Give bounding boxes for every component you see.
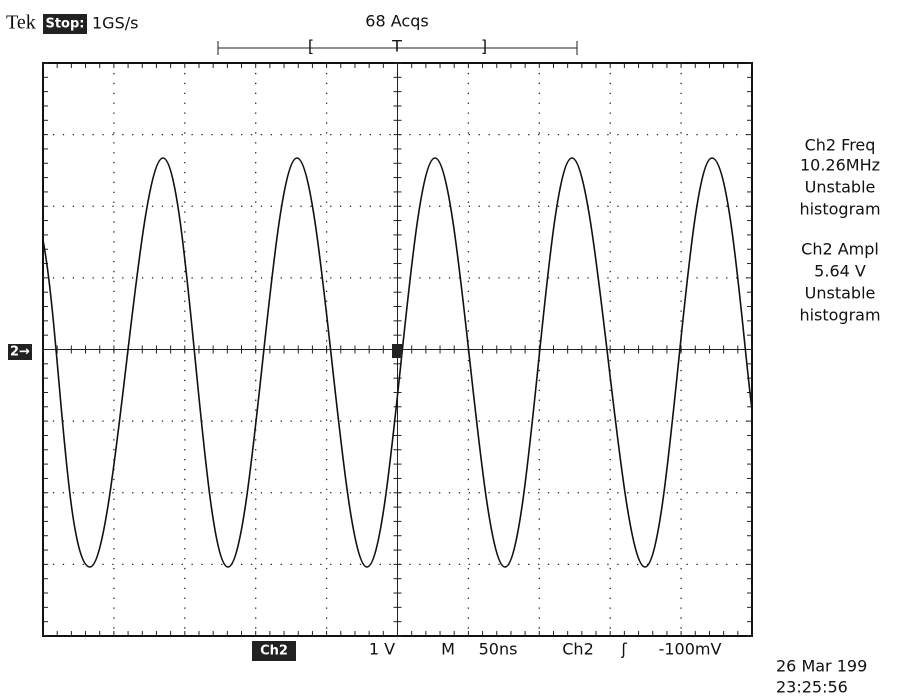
time-per-div: 50ns: [479, 640, 518, 659]
acquisitions: 68 Acqs: [365, 12, 428, 31]
meas-status: Unstable: [805, 284, 876, 303]
trigger-marker: T: [391, 37, 402, 56]
meas-label: Ch2 Ampl: [801, 240, 879, 259]
channel: Ch2: [260, 644, 288, 659]
meas-status: Unstable: [805, 178, 876, 197]
meas-value: 5.64 V: [814, 262, 866, 281]
time: 23:25:56: [776, 678, 848, 697]
status: Stop:: [45, 17, 84, 32]
bracket-left: [: [308, 37, 314, 56]
trigger-slope: ʃ: [620, 640, 627, 659]
channel-marker: 2→: [10, 345, 30, 360]
brand: Tek: [6, 12, 36, 34]
sample-rate: 1GS/s: [92, 14, 138, 33]
trigger-point: [392, 344, 402, 358]
page: Tek Stop: 1GS/s 68 Acqs [ T ] 2→ Ch2 Fre…: [0, 0, 903, 699]
meas-method: histogram: [799, 306, 880, 325]
timebase-label: M: [441, 640, 455, 659]
scope-screen: Tek Stop: 1GS/s 68 Acqs [ T ] 2→ Ch2 Fre…: [0, 0, 903, 699]
meas-label: Ch2 Freq: [805, 136, 876, 155]
bracket-right: ]: [481, 37, 487, 56]
meas-value: 10.26MHz: [800, 156, 880, 175]
date: 26 Mar 199: [776, 657, 867, 676]
volts-per-div: 1 V: [369, 640, 395, 659]
meas-method: histogram: [799, 200, 880, 219]
trigger-level: -100mV: [659, 640, 722, 659]
trigger-source: Ch2: [562, 640, 594, 659]
